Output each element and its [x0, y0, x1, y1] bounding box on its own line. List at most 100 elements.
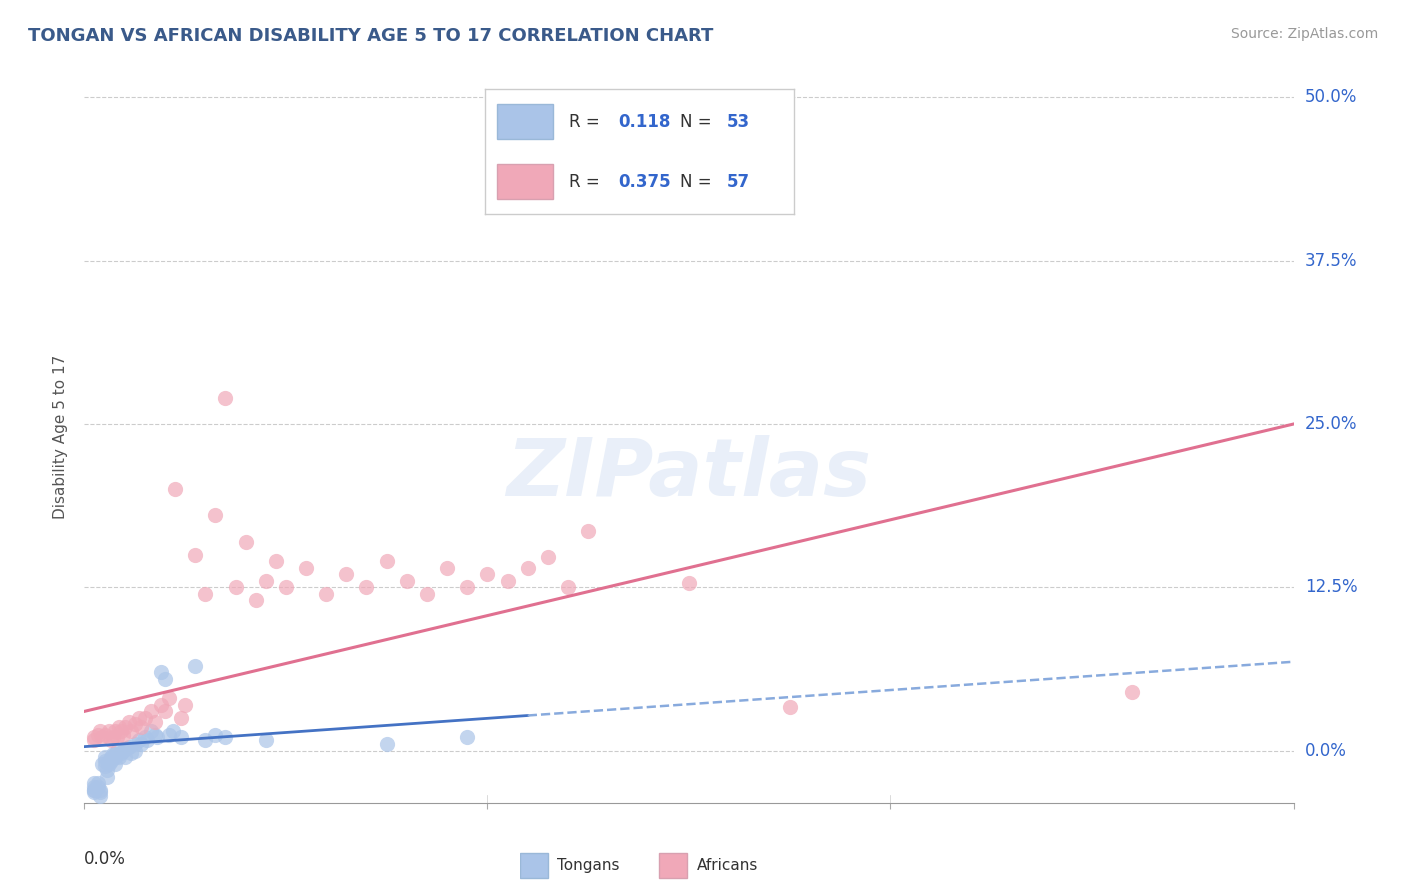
Point	[134, 711, 156, 725]
Text: 37.5%: 37.5%	[1305, 252, 1357, 269]
Point	[184, 548, 207, 562]
Point	[146, 731, 169, 745]
Point	[174, 698, 197, 712]
Point	[134, 731, 156, 745]
Point	[83, 776, 105, 790]
Point	[162, 723, 184, 738]
Point	[264, 554, 287, 568]
Point	[295, 560, 318, 574]
Point	[83, 785, 105, 799]
Y-axis label: Disability Age 5 to 17: Disability Age 5 to 17	[53, 355, 69, 519]
Point	[157, 728, 180, 742]
Point	[124, 717, 146, 731]
Point	[678, 576, 700, 591]
Point	[105, 731, 128, 745]
Point	[129, 737, 152, 751]
Point	[96, 763, 118, 777]
Point	[124, 737, 146, 751]
Point	[83, 780, 105, 794]
Point	[104, 756, 127, 771]
Point	[149, 698, 172, 712]
Point	[110, 723, 132, 738]
Point	[83, 733, 105, 747]
Point	[456, 580, 478, 594]
Point	[477, 567, 499, 582]
Point	[93, 759, 115, 773]
Point	[157, 691, 180, 706]
Point	[170, 711, 193, 725]
Point	[93, 750, 115, 764]
Point	[254, 574, 277, 588]
Point	[124, 743, 146, 757]
Bar	[659, 853, 688, 878]
Point	[96, 770, 118, 784]
Point	[118, 739, 141, 754]
Text: Source: ZipAtlas.com: Source: ZipAtlas.com	[1230, 27, 1378, 41]
Text: R =: R =	[568, 173, 599, 191]
Bar	[520, 853, 548, 878]
Point	[128, 733, 150, 747]
Text: 57: 57	[727, 173, 749, 191]
Point	[375, 554, 398, 568]
Point	[557, 580, 579, 594]
Point	[436, 560, 458, 574]
Point	[97, 754, 120, 768]
Text: Africans: Africans	[696, 858, 758, 872]
Point	[101, 731, 124, 745]
Point	[779, 700, 801, 714]
Point	[110, 746, 132, 760]
Point	[89, 782, 111, 797]
Point	[335, 567, 357, 582]
Point	[100, 750, 122, 764]
Text: 0.0%: 0.0%	[84, 850, 127, 868]
Point	[416, 587, 439, 601]
Point	[107, 750, 129, 764]
Point	[204, 508, 226, 523]
Point	[114, 720, 136, 734]
Point	[114, 750, 136, 764]
Point	[118, 714, 141, 729]
Point	[456, 731, 478, 745]
Point	[87, 780, 110, 794]
Point	[104, 747, 127, 762]
Text: 25.0%: 25.0%	[1305, 415, 1357, 433]
Point	[496, 574, 519, 588]
Point	[104, 750, 127, 764]
Point	[194, 733, 217, 747]
Point	[87, 776, 110, 790]
Point	[83, 782, 105, 797]
Point	[105, 743, 128, 757]
Text: N =: N =	[681, 112, 711, 130]
Point	[214, 391, 236, 405]
Point	[93, 754, 115, 768]
Point	[153, 672, 176, 686]
Point	[143, 714, 166, 729]
Point	[1121, 685, 1143, 699]
Point	[254, 733, 277, 747]
Point	[104, 723, 127, 738]
Point	[214, 731, 236, 745]
Text: Tongans: Tongans	[557, 858, 620, 872]
Text: N =: N =	[681, 173, 711, 191]
Point	[83, 782, 105, 797]
Point	[89, 789, 111, 804]
Point	[516, 560, 538, 574]
Point	[87, 728, 110, 742]
Text: R =: R =	[568, 112, 599, 130]
Point	[91, 756, 114, 771]
Text: 0.0%: 0.0%	[1305, 741, 1347, 760]
Text: 0.118: 0.118	[619, 112, 671, 130]
Point	[120, 746, 142, 760]
Text: ZIPatlas: ZIPatlas	[506, 434, 872, 513]
Point	[153, 705, 176, 719]
Point	[537, 550, 560, 565]
Point	[91, 731, 114, 745]
Text: 12.5%: 12.5%	[1305, 578, 1357, 596]
Text: 50.0%: 50.0%	[1305, 88, 1357, 106]
Point	[576, 524, 599, 538]
Point	[120, 723, 142, 738]
Point	[115, 740, 138, 755]
Point	[149, 665, 172, 680]
Point	[245, 593, 267, 607]
Bar	[498, 164, 553, 199]
